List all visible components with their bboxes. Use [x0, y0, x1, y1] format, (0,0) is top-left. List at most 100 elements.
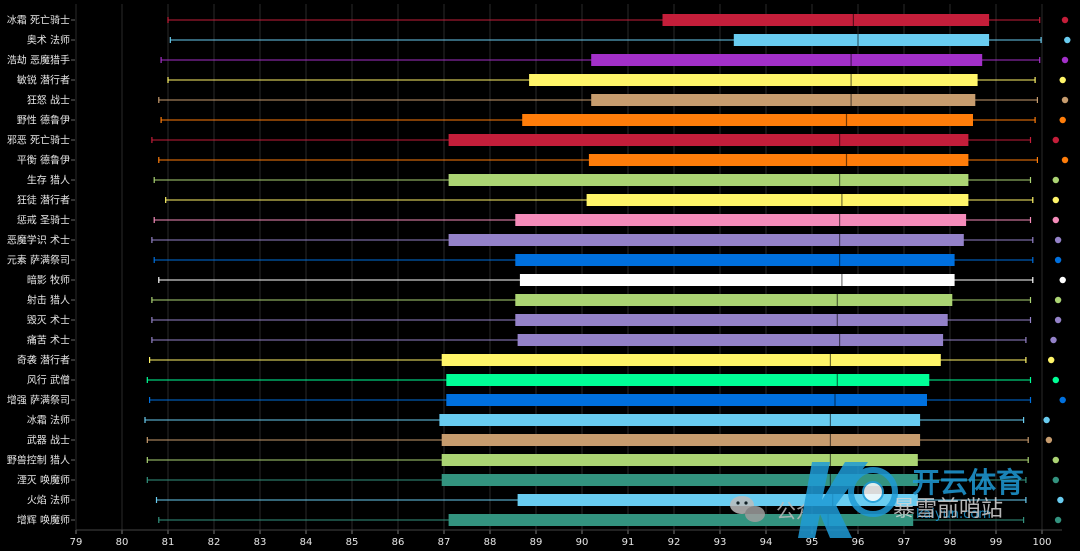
y-category-label: 恶魔学识 术士: [7, 234, 70, 247]
iqr-box: [448, 134, 969, 146]
outlier-point: [1061, 156, 1069, 164]
box-row: 野性 德鲁伊: [17, 114, 1066, 127]
outlier-point: [1043, 416, 1050, 424]
outlier-point: [1054, 316, 1062, 324]
iqr-box: [439, 414, 921, 426]
outlier-point: [1052, 136, 1060, 144]
iqr-box: [519, 274, 955, 286]
iqr-box: [515, 254, 955, 266]
y-category-label: 冰霜 法师: [27, 414, 70, 427]
outlier-point: [1057, 496, 1064, 504]
y-category-label: 惩戒 圣骑士: [17, 214, 70, 227]
iqr-box: [441, 474, 918, 486]
y-category-label: 狂怒 战士: [27, 94, 70, 107]
outlier-point: [1054, 236, 1062, 244]
x-tick-label: 96: [852, 537, 865, 548]
outlier-point: [1061, 96, 1069, 104]
x-tick-label: 80: [116, 537, 129, 548]
x-tick-label: 97: [898, 537, 911, 548]
box-row: 冰霜 法师: [27, 414, 1050, 427]
iqr-box: [446, 394, 927, 406]
outlier-point: [1064, 36, 1071, 44]
outlier-point: [1052, 216, 1060, 224]
y-category-label: 增强 萨满祭司: [7, 394, 70, 407]
outlier-point: [1059, 396, 1066, 404]
box-row: 野兽控制 猎人: [7, 454, 1060, 467]
outlier-point: [1059, 76, 1066, 84]
box-row: 元素 萨满祭司: [7, 254, 1062, 267]
box-row: 毁灭 术士: [27, 314, 1062, 327]
x-tick-label: 84: [300, 537, 313, 548]
iqr-box: [441, 454, 918, 466]
box-row: 湮灭 唤魔师: [17, 474, 1060, 487]
y-category-label: 增辉 唤魔师: [17, 514, 70, 527]
x-tick-label: 99: [990, 537, 1003, 548]
x-tick-label: 83: [254, 537, 267, 548]
box-row: 惩戒 圣骑士: [17, 214, 1060, 227]
x-tick-label: 91: [622, 537, 635, 548]
y-category-label: 毁灭 术士: [27, 314, 70, 327]
x-tick-label: 85: [346, 537, 359, 548]
box-row: 暗影 牧师: [27, 274, 1066, 287]
outlier-point: [1052, 476, 1060, 484]
box-row: 恶魔学识 术士: [7, 234, 1062, 247]
x-tick-label: 81: [162, 537, 175, 548]
y-category-label: 奇袭 潜行者: [17, 354, 70, 367]
watermark-subtitle: 暴雪前哨站: [893, 497, 1003, 522]
y-category-label: 生存 猎人: [27, 174, 70, 187]
iqr-box: [588, 154, 969, 166]
x-tick-label: 98: [944, 537, 957, 548]
iqr-box: [448, 514, 914, 526]
y-category-label: 奥术 法师: [27, 34, 70, 47]
y-category-label: 野兽控制 猎人: [7, 454, 70, 467]
box-row: 平衡 德鲁伊: [17, 154, 1069, 167]
y-category-label: 痛苦 术士: [27, 334, 70, 347]
box-row: 冰霜 死亡骑士: [7, 14, 1069, 27]
x-tick-label: 93: [714, 537, 727, 548]
iqr-box: [515, 214, 967, 226]
y-category-label: 冰霜 死亡骑士: [7, 14, 70, 27]
iqr-box: [515, 294, 953, 306]
iqr-box: [441, 354, 941, 366]
outlier-point: [1054, 516, 1062, 524]
iqr-box: [515, 314, 948, 326]
y-category-label: 风行 武僧: [27, 374, 70, 387]
box-row: 增辉 唤魔师: [17, 514, 1062, 527]
x-tick-label: 79: [70, 537, 83, 548]
box-row: 奇袭 潜行者: [17, 354, 1055, 367]
y-category-label: 湮灭 唤魔师: [17, 474, 70, 487]
x-tick-label: 100: [1032, 537, 1051, 548]
x-tick-label: 95: [806, 537, 819, 548]
box-row: 风行 武僧: [27, 374, 1060, 387]
iqr-box: [441, 434, 921, 446]
iqr-box: [522, 114, 973, 126]
outlier-point: [1061, 56, 1069, 64]
box-row: 敏锐 潜行者: [17, 74, 1066, 87]
box-row: 浩劫 恶魔猎手: [7, 54, 1069, 67]
y-category-label: 平衡 德鲁伊: [17, 154, 70, 167]
outlier-point: [1052, 176, 1060, 184]
iqr-box: [662, 14, 990, 26]
x-tick-label: 88: [484, 537, 497, 548]
kaiyun-logo-icon: [798, 462, 898, 538]
watermark-brand-cn: 开云体育: [912, 466, 1024, 499]
outlier-point: [1045, 436, 1053, 444]
watermark: 公众号 开云体育 kaiyun.com 暴雪前哨站: [730, 462, 1024, 538]
x-tick-label: 89: [530, 537, 543, 548]
iqr-box: [733, 34, 990, 46]
y-category-label: 火焰 法师: [27, 494, 70, 507]
box-row: 狂怒 战士: [27, 94, 1069, 107]
y-category-label: 浩劫 恶魔猎手: [7, 54, 70, 67]
box-row: 增强 萨满祭司: [7, 394, 1066, 407]
outlier-point: [1048, 356, 1055, 364]
y-category-label: 暗影 牧师: [27, 274, 70, 287]
iqr-box: [446, 374, 930, 386]
outlier-point: [1052, 196, 1060, 204]
outlier-point: [1061, 16, 1069, 24]
x-tick-label: 90: [576, 537, 589, 548]
box-row: 痛苦 术士: [27, 334, 1057, 347]
x-tick-label: 87: [438, 537, 451, 548]
iqr-box: [586, 194, 969, 206]
y-category-label: 野性 德鲁伊: [17, 114, 70, 127]
